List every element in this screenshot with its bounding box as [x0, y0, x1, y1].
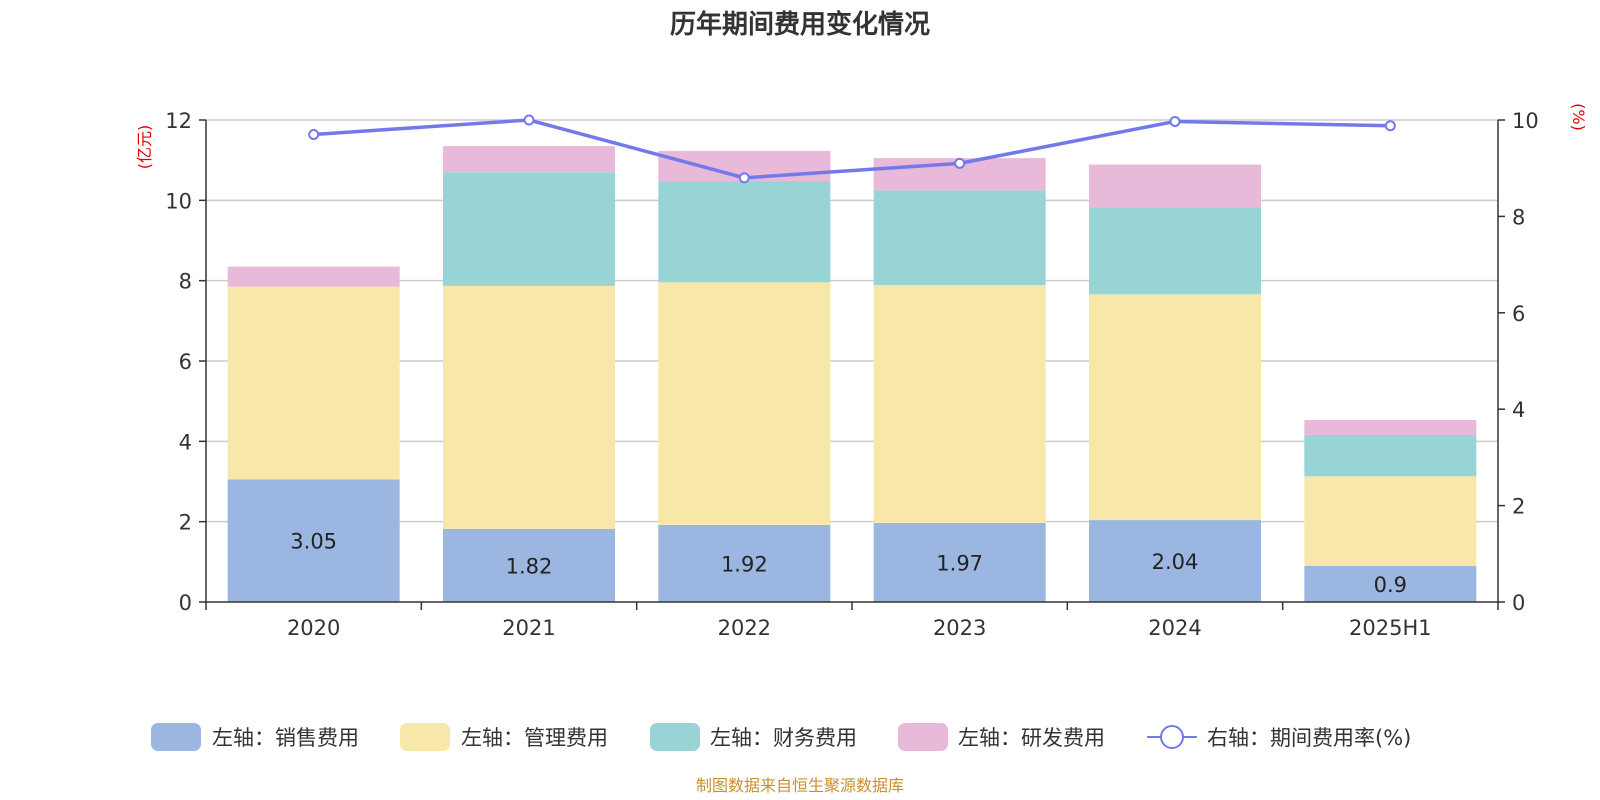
- bar-segment: [227, 266, 400, 287]
- rate-line-path: [313, 118, 1391, 180]
- bar-segment: [1089, 520, 1261, 602]
- bar-segment: [443, 285, 615, 529]
- data-label: 1.97: [936, 551, 983, 575]
- data-label: 1.82: [506, 554, 553, 578]
- x-axis-category-label: 2021: [502, 616, 555, 640]
- right-axis-tick-label: 6: [1512, 302, 1525, 326]
- rate-line-point: [1384, 120, 1396, 132]
- left-axis-tick-label: 0: [179, 591, 192, 615]
- rate-line: [308, 114, 1396, 184]
- bar-segment: [873, 190, 1046, 286]
- rate-line-point: [1169, 115, 1181, 127]
- legend-swatch: [650, 723, 700, 751]
- bar-segment: [1304, 434, 1477, 477]
- right-axis-tick-label: 2: [1512, 495, 1525, 519]
- data-label: 0.9: [1374, 573, 1407, 597]
- bar-segment: [227, 479, 400, 602]
- rate-line-point: [954, 157, 966, 169]
- bar-segment: [873, 285, 1046, 523]
- rate-line-point: [738, 172, 750, 184]
- data-label: 1.92: [721, 552, 768, 576]
- right-axis-unit: (%): [1569, 103, 1588, 131]
- left-axis-unit: (亿元): [135, 125, 154, 170]
- bar-segment: [1089, 207, 1261, 295]
- bar-segment: [658, 282, 831, 525]
- bar-segment: [1304, 565, 1477, 602]
- legend-label: 左轴：财务费用: [710, 726, 857, 750]
- axes: 0 2 4 6 8 10 12 0 2 4 6 8 10 2020 2021 2022 2023 2024 2025…: [165, 109, 1538, 640]
- bars: [227, 146, 1477, 602]
- bar-segment: [658, 524, 831, 602]
- bar-segment: [443, 172, 615, 286]
- legend-label: 左轴：管理费用: [461, 726, 608, 750]
- source-footer: 制图数据来自恒生聚源数据库: [696, 776, 904, 795]
- x-axis-category-label: 2020: [287, 616, 340, 640]
- legend-label: 左轴：销售费用: [212, 726, 359, 750]
- x-axis-category-label: 2024: [1148, 616, 1201, 640]
- rate-line-point: [523, 114, 535, 126]
- x-axis-category-label: 2023: [933, 616, 986, 640]
- legend-swatch: [151, 723, 201, 751]
- left-axis-tick-label: 10: [165, 189, 192, 213]
- bar-segment: [443, 146, 615, 173]
- legend-label: 左轴：研发费用: [958, 726, 1105, 750]
- right-axis-tick-label: 10: [1512, 109, 1539, 133]
- data-labels: 3.05 1.82 1.92 1.97 2.04 0.9: [290, 530, 1407, 597]
- right-axis-tick-label: 4: [1512, 398, 1525, 422]
- bar-segment: [658, 181, 831, 283]
- rate-line-point: [308, 128, 320, 140]
- bar-segment: [1089, 294, 1261, 521]
- left-axis-tick-label: 4: [179, 430, 192, 454]
- bar-segment: [1304, 476, 1477, 566]
- x-axis-category-label: 2022: [718, 616, 771, 640]
- left-axis-tick-label: 6: [179, 350, 192, 374]
- legend-swatch: [400, 723, 450, 751]
- legend-swatch: [898, 723, 948, 751]
- x-axis-category-label: 2025H1: [1349, 616, 1432, 640]
- bar-segment: [1304, 420, 1477, 435]
- bar-segment: [227, 286, 400, 480]
- legend: 左轴：销售费用 左轴：管理费用 左轴：财务费用 左轴：研发费用 右轴：期间费用率(%): [151, 723, 1411, 751]
- left-axis-tick-label: 2: [179, 511, 192, 535]
- legend-line-marker: [1160, 725, 1184, 749]
- bar-segment: [1089, 164, 1261, 208]
- left-axis-tick-label: 8: [179, 270, 192, 294]
- chart-title: 历年期间费用变化情况: [670, 9, 930, 40]
- bar-segment: [443, 528, 615, 602]
- legend-label: 右轴：期间费用率(%): [1207, 726, 1411, 750]
- left-axis-tick-label: 12: [165, 109, 192, 133]
- data-label: 3.05: [290, 530, 337, 554]
- right-axis-tick-label: 0: [1512, 591, 1525, 615]
- data-label: 2.04: [1152, 550, 1199, 574]
- right-axis-tick-label: 8: [1512, 205, 1525, 229]
- bar-segment: [873, 522, 1046, 602]
- gridlines: [206, 119, 1498, 523]
